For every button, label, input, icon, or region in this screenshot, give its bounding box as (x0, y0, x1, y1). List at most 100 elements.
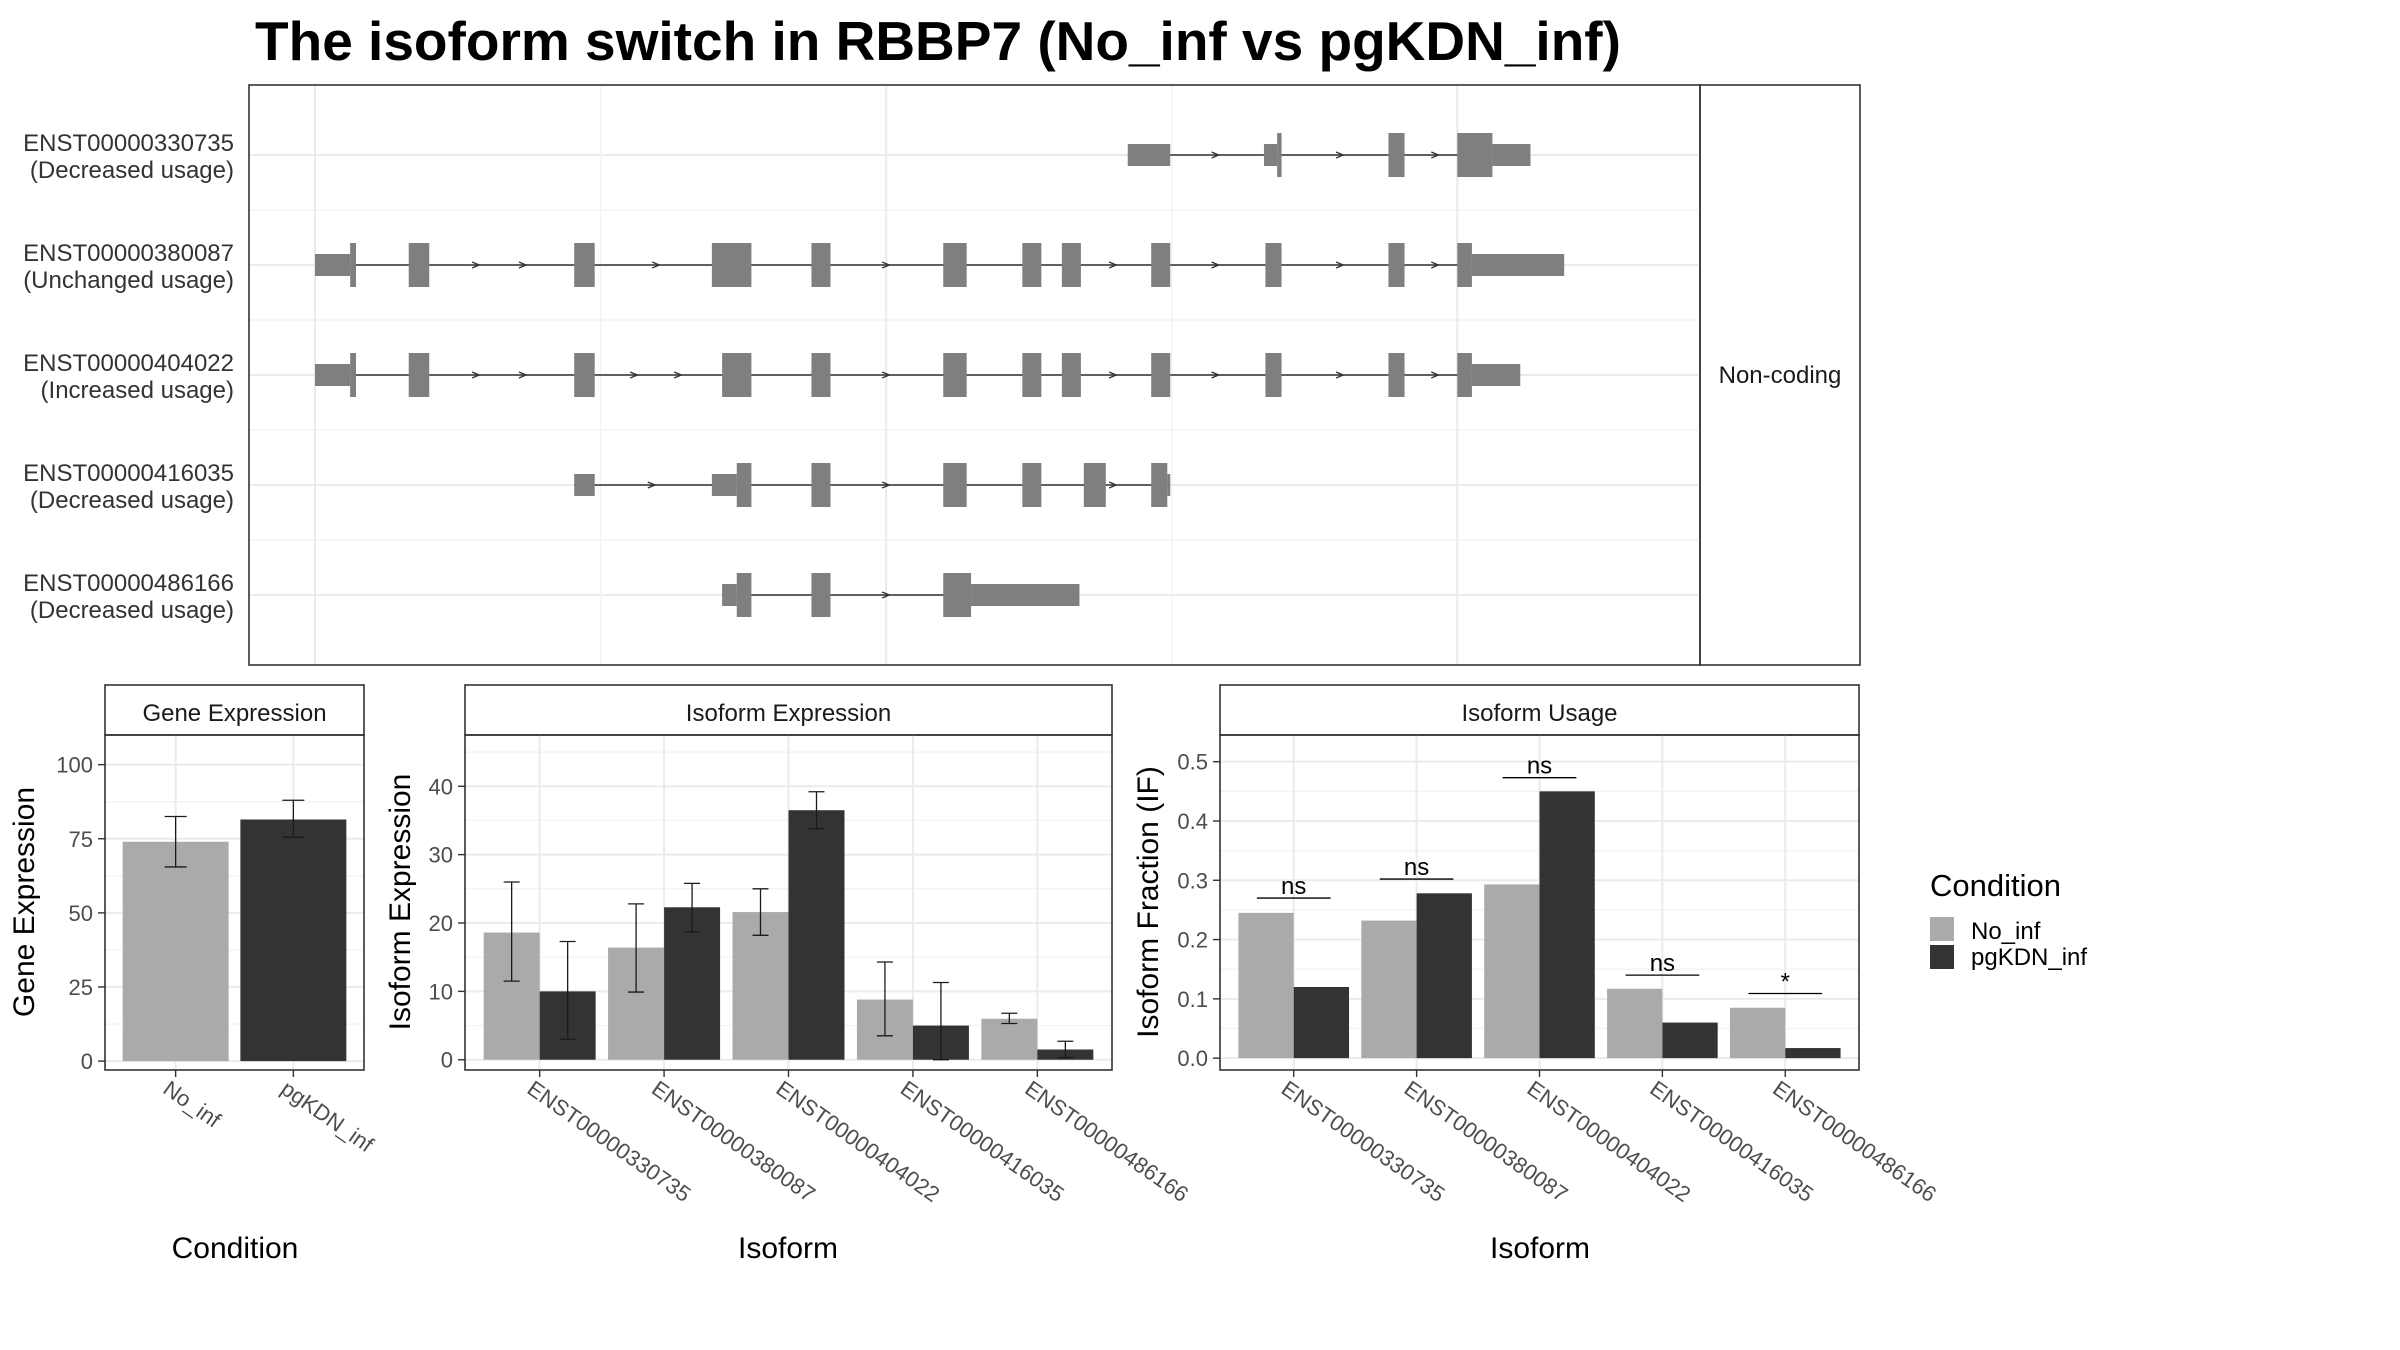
y-tick-label: 10 (429, 979, 453, 1004)
structure-tracks: ENST00000330735(Decreased usage)ENST0000… (23, 130, 1565, 624)
y-tick-label: 100 (56, 753, 93, 778)
structure-panel-frame (248, 84, 1701, 666)
coding-exon (1151, 353, 1171, 397)
legend-title: Condition (1930, 868, 2061, 903)
intron-arrow (1211, 261, 1221, 269)
coding-exon (1151, 243, 1171, 287)
panel-strip-label: Isoform Usage (1461, 700, 1617, 727)
coding-exon (1388, 243, 1405, 287)
significance-label: ns (1281, 873, 1306, 900)
coding-exon (1083, 463, 1106, 507)
intron-arrow (881, 591, 891, 599)
structure-strip-label: Non-coding (1719, 362, 1842, 389)
bar (1539, 791, 1595, 1059)
figure-title: The isoform switch in RBBP7 (No_inf vs p… (255, 10, 1621, 72)
bar (1785, 1048, 1841, 1059)
coding-exon (1388, 133, 1405, 177)
utr-exon (315, 364, 351, 386)
intron-arrow (1335, 371, 1345, 379)
coding-exon (943, 353, 967, 397)
utr-exon (1263, 144, 1278, 166)
transcript-usage-label: (Increased usage) (41, 377, 234, 404)
panel-strip-label: Isoform Expression (686, 700, 891, 727)
x-axis-title: Condition (172, 1232, 299, 1265)
coding-exon (943, 573, 972, 617)
y-tick-label: 25 (69, 975, 93, 1000)
significance-label: * (1781, 969, 1790, 996)
coding-exon (1265, 243, 1282, 287)
coding-exon (350, 243, 357, 287)
coding-exon (1265, 353, 1282, 397)
transcript-track: ENST00000486166(Decreased usage) (23, 570, 1080, 624)
significance-label: ns (1650, 950, 1675, 977)
bar (981, 1018, 1038, 1060)
bar (1662, 1022, 1718, 1059)
significance-label: ns (1404, 854, 1429, 881)
coding-exon (811, 353, 831, 397)
intron-arrow (1108, 371, 1118, 379)
coding-exon (1061, 243, 1081, 287)
bar (1293, 986, 1350, 1059)
y-tick-label: 0.5 (1177, 750, 1208, 775)
y-tick-label: 0.4 (1177, 809, 1208, 834)
y-tick-label: 0 (441, 1048, 453, 1073)
bar (1484, 884, 1540, 1059)
coding-exon (811, 573, 831, 617)
coding-exon (1022, 463, 1042, 507)
transcript-track: ENST00000330735(Decreased usage) (23, 130, 1531, 184)
x-axis-title: Isoform (738, 1232, 838, 1265)
bar (1361, 920, 1417, 1059)
coding-exon (943, 243, 967, 287)
coding-exon (736, 463, 752, 507)
panel-frame (104, 734, 365, 1071)
bar (1238, 912, 1294, 1059)
y-axis-title: Isoform Expression (384, 774, 417, 1031)
bar-panel: Isoform Usage0.00.10.20.30.40.5ENST00000… (1132, 684, 1941, 1265)
panel-frame (1219, 734, 1860, 1071)
legend-swatch-pgkdn-inf (1930, 945, 1954, 969)
y-tick-label: 0.2 (1177, 928, 1208, 953)
coding-exon (1457, 133, 1493, 177)
intron-arrow (647, 481, 657, 489)
y-tick-label: 0 (81, 1049, 93, 1074)
coding-exon (1457, 243, 1472, 287)
utr-exon (1127, 144, 1171, 166)
legend: Condition No_inf pgKDN_inf (1930, 868, 2087, 971)
bar (1607, 988, 1663, 1059)
transcript-track: ENST00000380087(Unchanged usage) (23, 240, 1565, 294)
coding-exon (943, 463, 967, 507)
y-tick-label: 0.0 (1177, 1046, 1208, 1071)
y-tick-label: 0.3 (1177, 868, 1208, 893)
intron-arrow (881, 261, 891, 269)
coding-exon (574, 243, 595, 287)
intron-arrow (1211, 151, 1221, 159)
intron-arrow (1431, 151, 1441, 159)
bar (240, 819, 347, 1062)
coding-exon (711, 243, 752, 287)
bar-panel: Gene Expression 0 25 50 75 100 No_inf pgKDN_inf… (8, 684, 379, 1265)
coding-exon (811, 243, 831, 287)
coding-exon (1277, 133, 1282, 177)
transcript-id-label: ENST00000416035 (23, 460, 234, 487)
intron-arrow (673, 371, 683, 379)
panel-frame (464, 734, 1113, 1071)
coding-exon (1022, 353, 1042, 397)
bar (1416, 893, 1472, 1059)
legend-label-no-inf: No_inf (1971, 918, 2041, 945)
coding-exon (350, 353, 357, 397)
transcript-track: ENST00000416035(Decreased usage) (23, 460, 1171, 514)
coding-exon (1151, 463, 1168, 507)
coding-exon (722, 353, 752, 397)
utr-exon (1471, 254, 1565, 276)
intron-arrow (471, 371, 481, 379)
intron-arrow (518, 371, 528, 379)
intron-arrow (881, 371, 891, 379)
intron-arrow (471, 261, 481, 269)
utr-exon (1471, 364, 1521, 386)
coding-exon (1061, 353, 1081, 397)
transcript-usage-label: (Decreased usage) (30, 487, 234, 514)
transcript-id-label: ENST00000330735 (23, 130, 234, 157)
x-axis-title: Isoform (1490, 1232, 1590, 1265)
intron-arrow (1431, 261, 1441, 269)
